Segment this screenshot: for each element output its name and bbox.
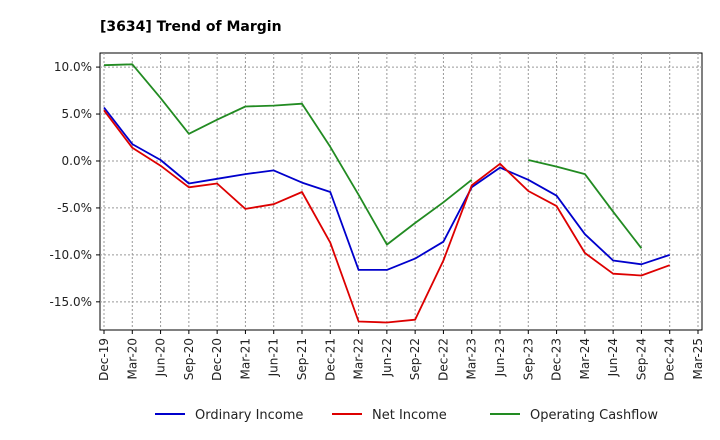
series-line-net-income: [103, 109, 671, 324]
x-tick-label: Jun-21: [267, 338, 281, 377]
y-tick-label: 0.0%: [62, 154, 93, 168]
y-axis: 10.0% 5.0% 0.0% -5.0% -10.0% -15.0%: [50, 60, 100, 309]
x-tick-label: Mar-22: [352, 338, 366, 379]
legend-label: Ordinary Income: [195, 408, 303, 423]
x-tick-label: Dec-19: [97, 338, 111, 381]
x-tick-label: Mar-25: [691, 338, 705, 379]
y-tick-label: -5.0%: [57, 201, 92, 215]
x-tick-label: Jun-24: [606, 338, 620, 377]
y-tick-label: -15.0%: [50, 295, 92, 309]
x-tick-label: Jun-22: [380, 338, 394, 377]
x-tick-label: Mar-21: [238, 338, 252, 379]
x-tick-label: Sep-23: [521, 338, 535, 380]
legend-label: Operating Cashflow: [530, 408, 658, 423]
y-tick-label: 10.0%: [54, 60, 92, 74]
x-tick-label: Sep-21: [295, 338, 309, 380]
x-tick-label: Mar-20: [125, 338, 139, 379]
x-tick-label: Sep-20: [182, 338, 196, 380]
x-tick-label: Sep-22: [408, 338, 422, 380]
x-tick-label: Dec-24: [663, 338, 677, 381]
x-tick-label: Dec-21: [323, 338, 337, 381]
chart-title: [3634] Trend of Margin: [100, 19, 282, 35]
plot-area: [99, 52, 703, 331]
x-tick-label: Jun-20: [154, 338, 168, 377]
x-tick-label: Jun-23: [493, 338, 507, 377]
y-tick-label: 5.0%: [62, 107, 93, 121]
x-tick-label: Mar-24: [578, 338, 592, 379]
series-line-operating-cashflow: [103, 63, 643, 249]
x-axis: Dec-19 Mar-20 Jun-20 Sep-20 Dec-20 Mar-21 Jun-…: [97, 330, 705, 381]
x-tick-label: Sep-24: [634, 338, 648, 380]
legend: Ordinary Income Net Income Operating Cashf…: [155, 408, 658, 423]
x-tick-label: Dec-22: [436, 338, 450, 381]
gridlines: [100, 53, 702, 330]
x-tick-label: Mar-23: [465, 338, 479, 379]
legend-label: Net Income: [372, 408, 447, 423]
x-tick-label: Dec-20: [210, 338, 224, 381]
y-tick-label: -10.0%: [50, 248, 92, 262]
series-line-ordinary-income: [103, 106, 670, 271]
x-tick-label: Dec-23: [550, 338, 564, 381]
series-lines: [103, 63, 671, 324]
